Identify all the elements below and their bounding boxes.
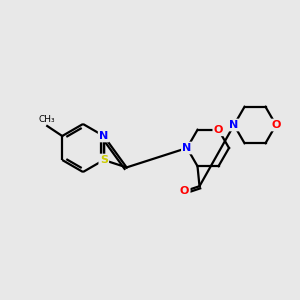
- Text: O: O: [214, 125, 223, 135]
- Text: N: N: [99, 131, 108, 141]
- Text: N: N: [182, 143, 192, 153]
- Text: S: S: [100, 155, 108, 165]
- Text: O: O: [271, 120, 281, 130]
- Text: O: O: [180, 186, 189, 196]
- Text: N: N: [230, 120, 238, 130]
- Text: CH₃: CH₃: [39, 115, 56, 124]
